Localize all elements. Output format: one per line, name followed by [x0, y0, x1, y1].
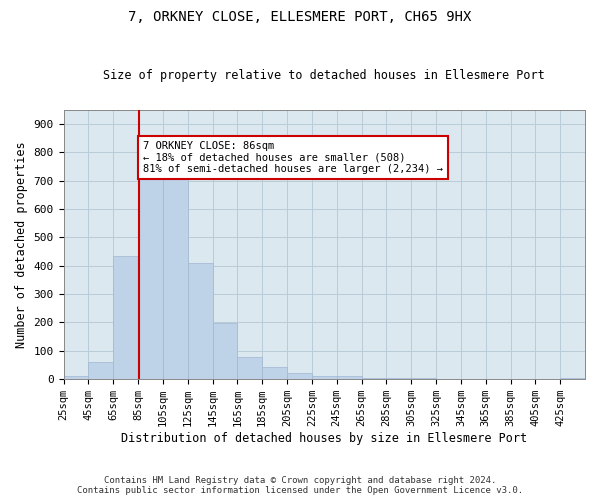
Text: 7, ORKNEY CLOSE, ELLESMERE PORT, CH65 9HX: 7, ORKNEY CLOSE, ELLESMERE PORT, CH65 9H… [128, 10, 472, 24]
Title: Size of property relative to detached houses in Ellesmere Port: Size of property relative to detached ho… [103, 69, 545, 82]
Bar [312, 376, 337, 379]
Bar [238, 357, 262, 379]
Bar [436, 378, 461, 379]
Bar [560, 378, 585, 379]
Bar [386, 378, 411, 379]
Bar [461, 378, 485, 379]
Text: Contains HM Land Registry data © Crown copyright and database right 2024.
Contai: Contains HM Land Registry data © Crown c… [77, 476, 523, 495]
Bar [64, 376, 88, 379]
Bar [362, 378, 386, 379]
Bar [262, 368, 287, 379]
Text: 7 ORKNEY CLOSE: 86sqm
← 18% of detached houses are smaller (508)
81% of semi-det: 7 ORKNEY CLOSE: 86sqm ← 18% of detached … [143, 141, 443, 174]
Bar [212, 324, 238, 379]
Bar [188, 263, 212, 379]
Bar [138, 166, 163, 379]
X-axis label: Distribution of detached houses by size in Ellesmere Port: Distribution of detached houses by size … [121, 432, 527, 445]
Bar [163, 166, 188, 379]
Bar [337, 376, 362, 379]
Bar [88, 362, 113, 379]
Bar [411, 378, 436, 379]
Y-axis label: Number of detached properties: Number of detached properties [15, 141, 28, 348]
Bar [287, 373, 312, 379]
Bar [113, 256, 138, 379]
